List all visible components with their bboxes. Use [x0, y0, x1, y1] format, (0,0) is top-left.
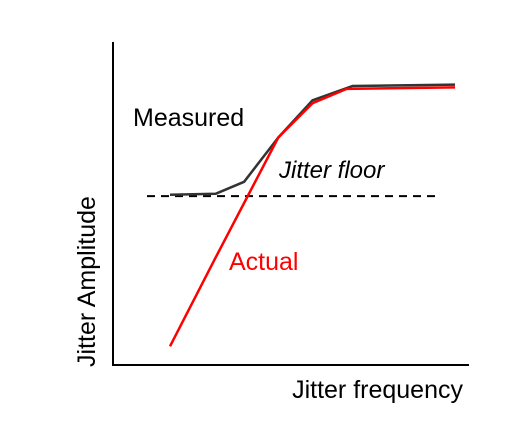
jitter-floor-label: Jitter floor: [278, 157, 385, 184]
y-axis-label: Jitter Amplitude: [73, 196, 101, 367]
actual-series-label: Actual: [229, 248, 298, 276]
measured-series-label: Measured: [133, 104, 244, 132]
actual-series-line: [168, 86, 456, 347]
x-axis-label: Jitter frequency: [292, 376, 463, 404]
